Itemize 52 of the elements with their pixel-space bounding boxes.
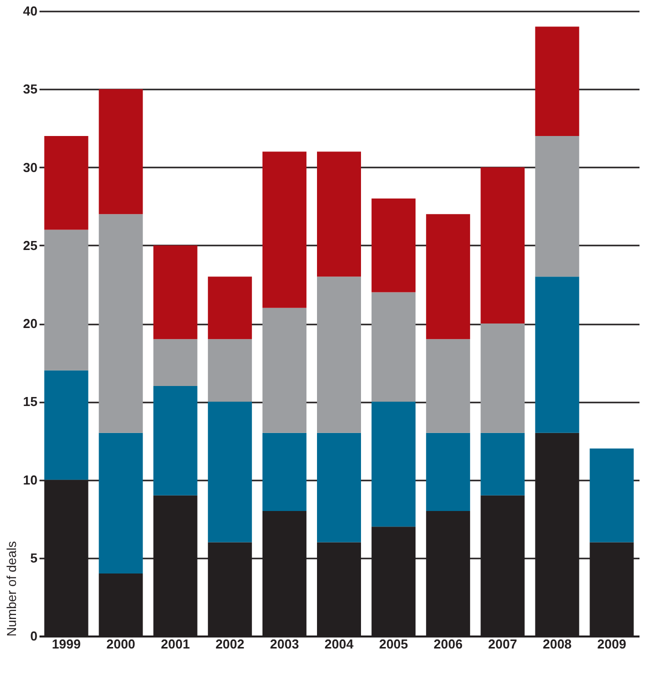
bar [426,432,470,511]
bar [480,432,525,496]
bar [426,214,470,340]
x-tick-label: 2005 [379,636,408,652]
bar [317,152,361,277]
bar [44,230,88,370]
y-tick-label: 25 [23,238,38,253]
bar [480,167,525,324]
bar [535,136,580,277]
x-tick-label: 2000 [106,636,136,652]
y-axis-title: Number of deals [4,540,20,636]
x-tick-label: 2006 [434,636,463,652]
bar [317,276,361,433]
bar [208,402,252,542]
bar [262,308,306,433]
x-tick-label: 2004 [324,636,354,652]
bar [372,292,416,402]
x-tick-label: 1999 [52,636,81,652]
bar [44,136,88,230]
bar [262,432,306,511]
y-tick-label: 5 [30,550,38,566]
bar [153,245,198,340]
bar [208,339,252,402]
bar [98,89,143,214]
bar [372,198,416,292]
x-tick-label: 2008 [542,636,572,652]
bar [208,276,252,340]
y-tick-label: 35 [23,82,38,97]
y-tick-label: 10 [23,472,38,488]
bar [535,26,580,136]
x-tick-label: 2009 [597,636,626,652]
bar [153,339,198,386]
bar [262,152,306,308]
bar [590,448,634,542]
y-tick-label: 15 [23,394,38,410]
bar [317,432,361,542]
bar [426,339,470,433]
y-tick-label: 30 [23,160,38,175]
bar [535,276,580,433]
y-tick-label: 20 [23,316,38,331]
bar [98,432,143,574]
bar [44,370,88,480]
x-tick-label: 2007 [488,636,518,652]
y-tick-label: 0 [30,628,38,644]
bar [480,324,525,433]
bar [372,402,416,527]
x-tick-label: 2002 [215,636,244,652]
bar [98,214,143,433]
x-tick-label: 2003 [270,636,299,652]
bar [153,386,198,496]
y-tick-label: 40 [23,4,38,18]
x-tick-label: 2001 [160,636,190,652]
